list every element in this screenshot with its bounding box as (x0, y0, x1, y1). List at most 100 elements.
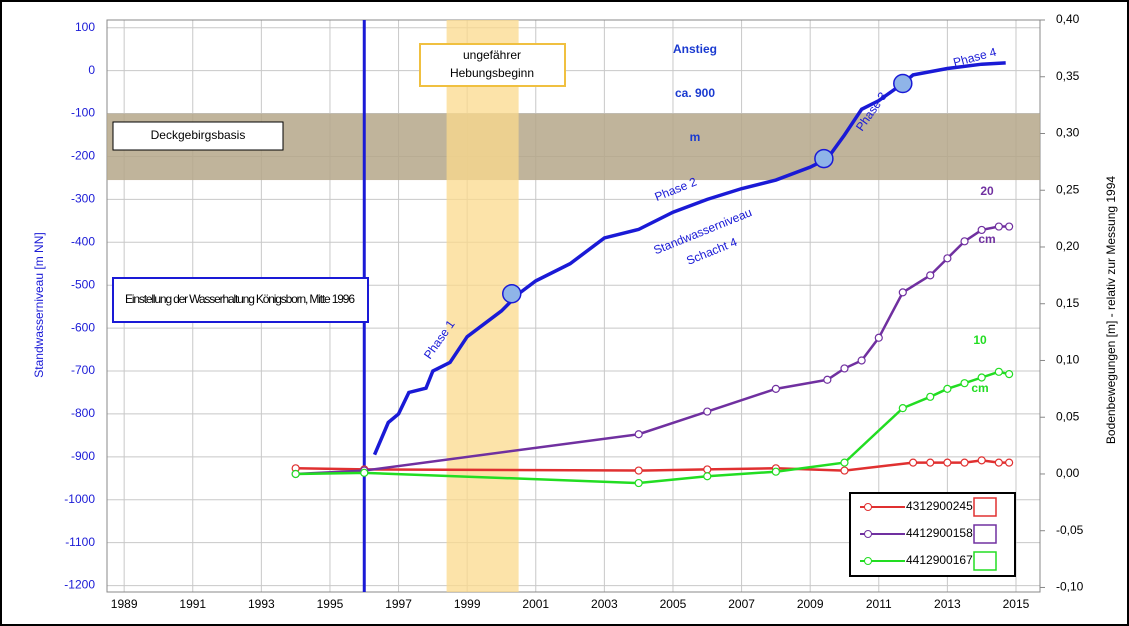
y-tick-label: -600 (71, 320, 95, 334)
series-point (960, 237, 969, 246)
annotation: ca. 900 (675, 86, 715, 100)
series-point (634, 430, 643, 439)
series-point (1005, 458, 1014, 467)
series-point (926, 392, 935, 401)
x-tick-label: 2013 (934, 597, 961, 611)
series-point (703, 407, 712, 416)
band-label: Deckgebirgsbasis (151, 128, 246, 142)
series-point (703, 472, 712, 481)
y2-tick-label: 0,15 (1056, 296, 1080, 310)
phase-marker (814, 148, 834, 169)
label-box (112, 277, 369, 323)
y-tick-label: -100 (71, 106, 95, 120)
legend-label: 4412900158 (906, 526, 973, 540)
y-tick-label: -1200 (64, 578, 95, 592)
series-point (994, 222, 1003, 231)
series-point (360, 468, 369, 477)
series-point (634, 466, 643, 475)
y-tick-label: -1100 (65, 535, 95, 549)
series-point (898, 288, 907, 297)
series-point (943, 458, 952, 467)
legend-marker (864, 557, 872, 565)
series-point (926, 458, 935, 467)
series-point (960, 379, 969, 388)
series-point (977, 456, 986, 465)
water-line (372, 61, 1006, 456)
x-tick-label: 2011 (866, 597, 892, 611)
x-tick-label: 2015 (1003, 597, 1030, 611)
x-tick-label: 2009 (797, 597, 824, 611)
y-tick-label: -200 (71, 149, 95, 163)
series-point (943, 384, 952, 393)
series-point (977, 225, 986, 235)
series-point (291, 469, 300, 479)
y2-tick-label: 0,20 (1056, 239, 1080, 253)
x-tick-label: 1995 (317, 597, 344, 611)
y-axis-title: Standwasserniveau [m NN] (32, 232, 46, 377)
series-point (874, 333, 883, 342)
y-tick-label: -800 (71, 406, 95, 420)
series-point (703, 465, 712, 474)
series-point (898, 404, 907, 413)
y-tick-label: 0 (88, 63, 95, 77)
legend-highlight (973, 524, 997, 544)
x-tick-label: 1993 (248, 597, 275, 611)
y-tick-label: -900 (71, 449, 95, 463)
v-band-label-line: ungefährer (463, 48, 521, 62)
series-point (977, 373, 986, 382)
y2-tick-label: 0,10 (1056, 353, 1080, 367)
series-point (823, 375, 832, 384)
y2-tick-label: 0,05 (1056, 409, 1080, 423)
y2-tick-label: 0,35 (1056, 69, 1080, 83)
series-point (994, 367, 1003, 376)
series-point (840, 458, 849, 467)
series-point (908, 458, 918, 467)
v-band-label: ungefährer Hebungsbeginn (450, 48, 534, 80)
y2-tick-label: -0,05 (1056, 523, 1084, 537)
series-point (1005, 222, 1014, 231)
annotation: cm (978, 232, 995, 246)
annotation: Anstieg (673, 42, 717, 56)
annotation: cm (971, 381, 988, 395)
y2-tick-label: 0,30 (1056, 126, 1080, 140)
y-tick-label: -400 (71, 234, 95, 248)
label-box (419, 43, 566, 87)
series-point (943, 254, 952, 263)
series-point (960, 458, 969, 467)
y-tick-label: -300 (71, 192, 95, 206)
x-tick-label: 1999 (454, 597, 481, 611)
plot-border (106, 19, 1041, 593)
annotation: m (690, 130, 701, 144)
y-tick-label: -500 (71, 277, 95, 291)
y2-tick-label: 0,25 (1056, 182, 1080, 196)
series-point (771, 384, 780, 393)
series-point (857, 356, 866, 365)
annotation: 10 (973, 333, 987, 347)
x-tick-label: 2005 (660, 597, 687, 611)
y-tick-label: -700 (71, 363, 95, 377)
v-band-label-line: Hebungsbeginn (450, 66, 534, 80)
legend-label: 4312900245 (906, 499, 973, 513)
y2-tick-label: -0,10 (1056, 580, 1084, 594)
y-tick-label: 100 (75, 20, 95, 34)
y2-tick-label: 0,00 (1056, 466, 1080, 480)
x-tick-label: 2003 (591, 597, 618, 611)
x-tick-label: 1991 (179, 597, 206, 611)
series-point (840, 364, 849, 373)
legend-highlight (973, 551, 997, 571)
series-point (926, 271, 935, 280)
phase-marker (893, 73, 913, 94)
series-point (634, 478, 643, 488)
legend-marker (864, 530, 872, 538)
series-point (840, 466, 849, 475)
y-tick-label: -1000 (64, 492, 95, 506)
y2-tick-label: 0,40 (1056, 12, 1080, 26)
annotation: 20 (980, 184, 994, 198)
series-point (1005, 369, 1014, 379)
x-tick-label: 2007 (728, 597, 755, 611)
series-line (295, 225, 1010, 476)
legend-label: 4412900167 (906, 553, 973, 567)
series-point (771, 467, 780, 476)
series-point (994, 458, 1003, 467)
